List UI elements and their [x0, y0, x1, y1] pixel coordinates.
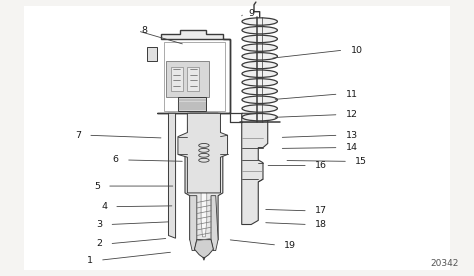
- Polygon shape: [178, 113, 228, 193]
- Polygon shape: [185, 113, 223, 251]
- Text: 5: 5: [94, 182, 100, 190]
- Text: 18: 18: [315, 220, 327, 229]
- Text: 13: 13: [346, 131, 358, 140]
- Text: 10: 10: [350, 46, 363, 55]
- Text: 17: 17: [315, 206, 327, 215]
- Bar: [171, 67, 182, 91]
- Ellipse shape: [242, 61, 277, 69]
- Bar: [166, 61, 209, 97]
- Text: 7: 7: [75, 131, 81, 140]
- Ellipse shape: [242, 35, 277, 43]
- Ellipse shape: [242, 44, 277, 51]
- Text: 19: 19: [284, 241, 296, 250]
- Polygon shape: [194, 240, 213, 258]
- Text: 2: 2: [96, 239, 102, 248]
- Text: 4: 4: [101, 202, 107, 211]
- Ellipse shape: [242, 18, 277, 25]
- Bar: [187, 67, 199, 91]
- Ellipse shape: [242, 113, 277, 121]
- Polygon shape: [190, 196, 197, 251]
- Ellipse shape: [242, 79, 277, 86]
- Polygon shape: [147, 47, 156, 61]
- Text: 6: 6: [113, 155, 119, 164]
- Text: 14: 14: [346, 143, 358, 152]
- Polygon shape: [156, 30, 230, 113]
- Text: 3: 3: [96, 220, 102, 229]
- Ellipse shape: [242, 87, 277, 95]
- Polygon shape: [211, 196, 218, 251]
- Text: 15: 15: [355, 157, 367, 166]
- Text: 8: 8: [142, 26, 148, 35]
- Polygon shape: [168, 113, 175, 238]
- Ellipse shape: [242, 105, 277, 112]
- Polygon shape: [203, 258, 205, 260]
- Text: 11: 11: [346, 90, 358, 99]
- Ellipse shape: [242, 53, 277, 60]
- Ellipse shape: [242, 70, 277, 77]
- Text: 1: 1: [87, 256, 93, 265]
- Polygon shape: [242, 113, 268, 224]
- Text: 20342: 20342: [431, 259, 459, 269]
- Text: 12: 12: [346, 110, 358, 119]
- Text: 16: 16: [315, 161, 327, 170]
- Polygon shape: [201, 113, 207, 237]
- Bar: [178, 97, 206, 111]
- Ellipse shape: [242, 26, 277, 34]
- Text: 9: 9: [248, 9, 254, 18]
- Ellipse shape: [242, 96, 277, 104]
